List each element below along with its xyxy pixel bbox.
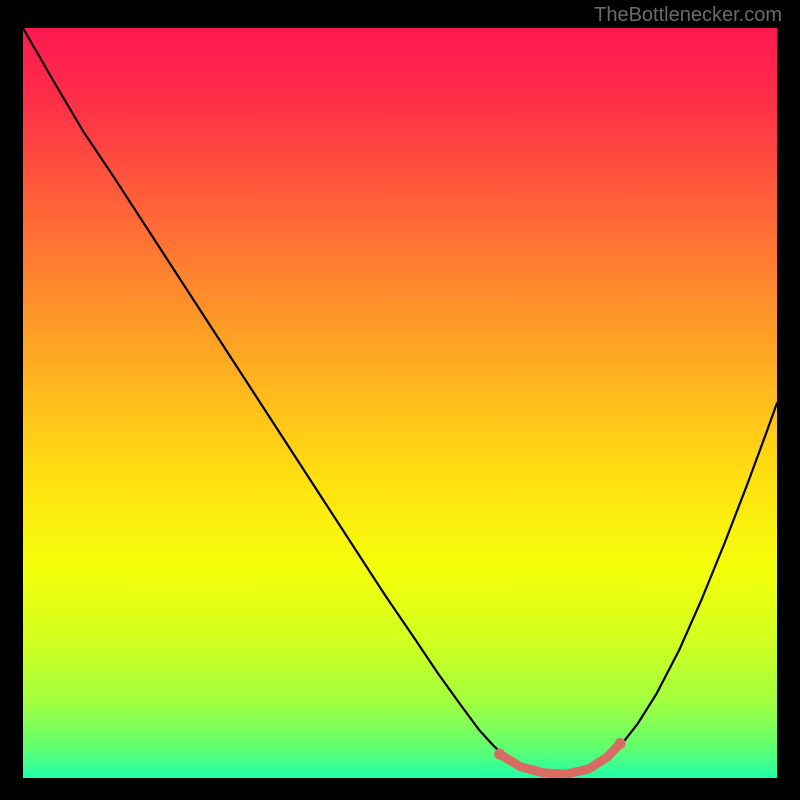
watermark-text: TheBottlenecker.com bbox=[594, 4, 782, 27]
plot-area bbox=[23, 28, 777, 778]
chart-stage: TheBottlenecker.com bbox=[0, 0, 800, 800]
optimum-highlight bbox=[23, 28, 777, 778]
